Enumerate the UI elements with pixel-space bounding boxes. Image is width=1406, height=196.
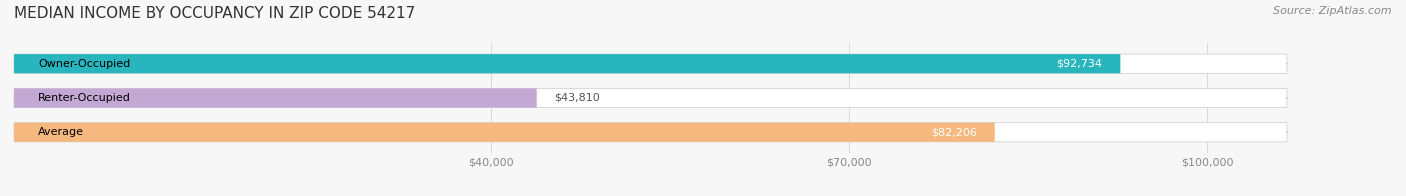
Text: MEDIAN INCOME BY OCCUPANCY IN ZIP CODE 54217: MEDIAN INCOME BY OCCUPANCY IN ZIP CODE 5… [14,6,415,21]
Text: Source: ZipAtlas.com: Source: ZipAtlas.com [1274,6,1392,16]
Text: $92,734: $92,734 [1056,59,1102,69]
FancyBboxPatch shape [14,54,1121,73]
FancyBboxPatch shape [14,54,1286,73]
FancyBboxPatch shape [14,123,1286,142]
FancyBboxPatch shape [14,88,1286,108]
Text: Renter-Occupied: Renter-Occupied [38,93,131,103]
Text: Average: Average [38,127,84,137]
FancyBboxPatch shape [14,88,537,108]
FancyBboxPatch shape [14,123,995,142]
Text: $43,810: $43,810 [554,93,600,103]
Text: $82,206: $82,206 [931,127,977,137]
Text: Owner-Occupied: Owner-Occupied [38,59,131,69]
